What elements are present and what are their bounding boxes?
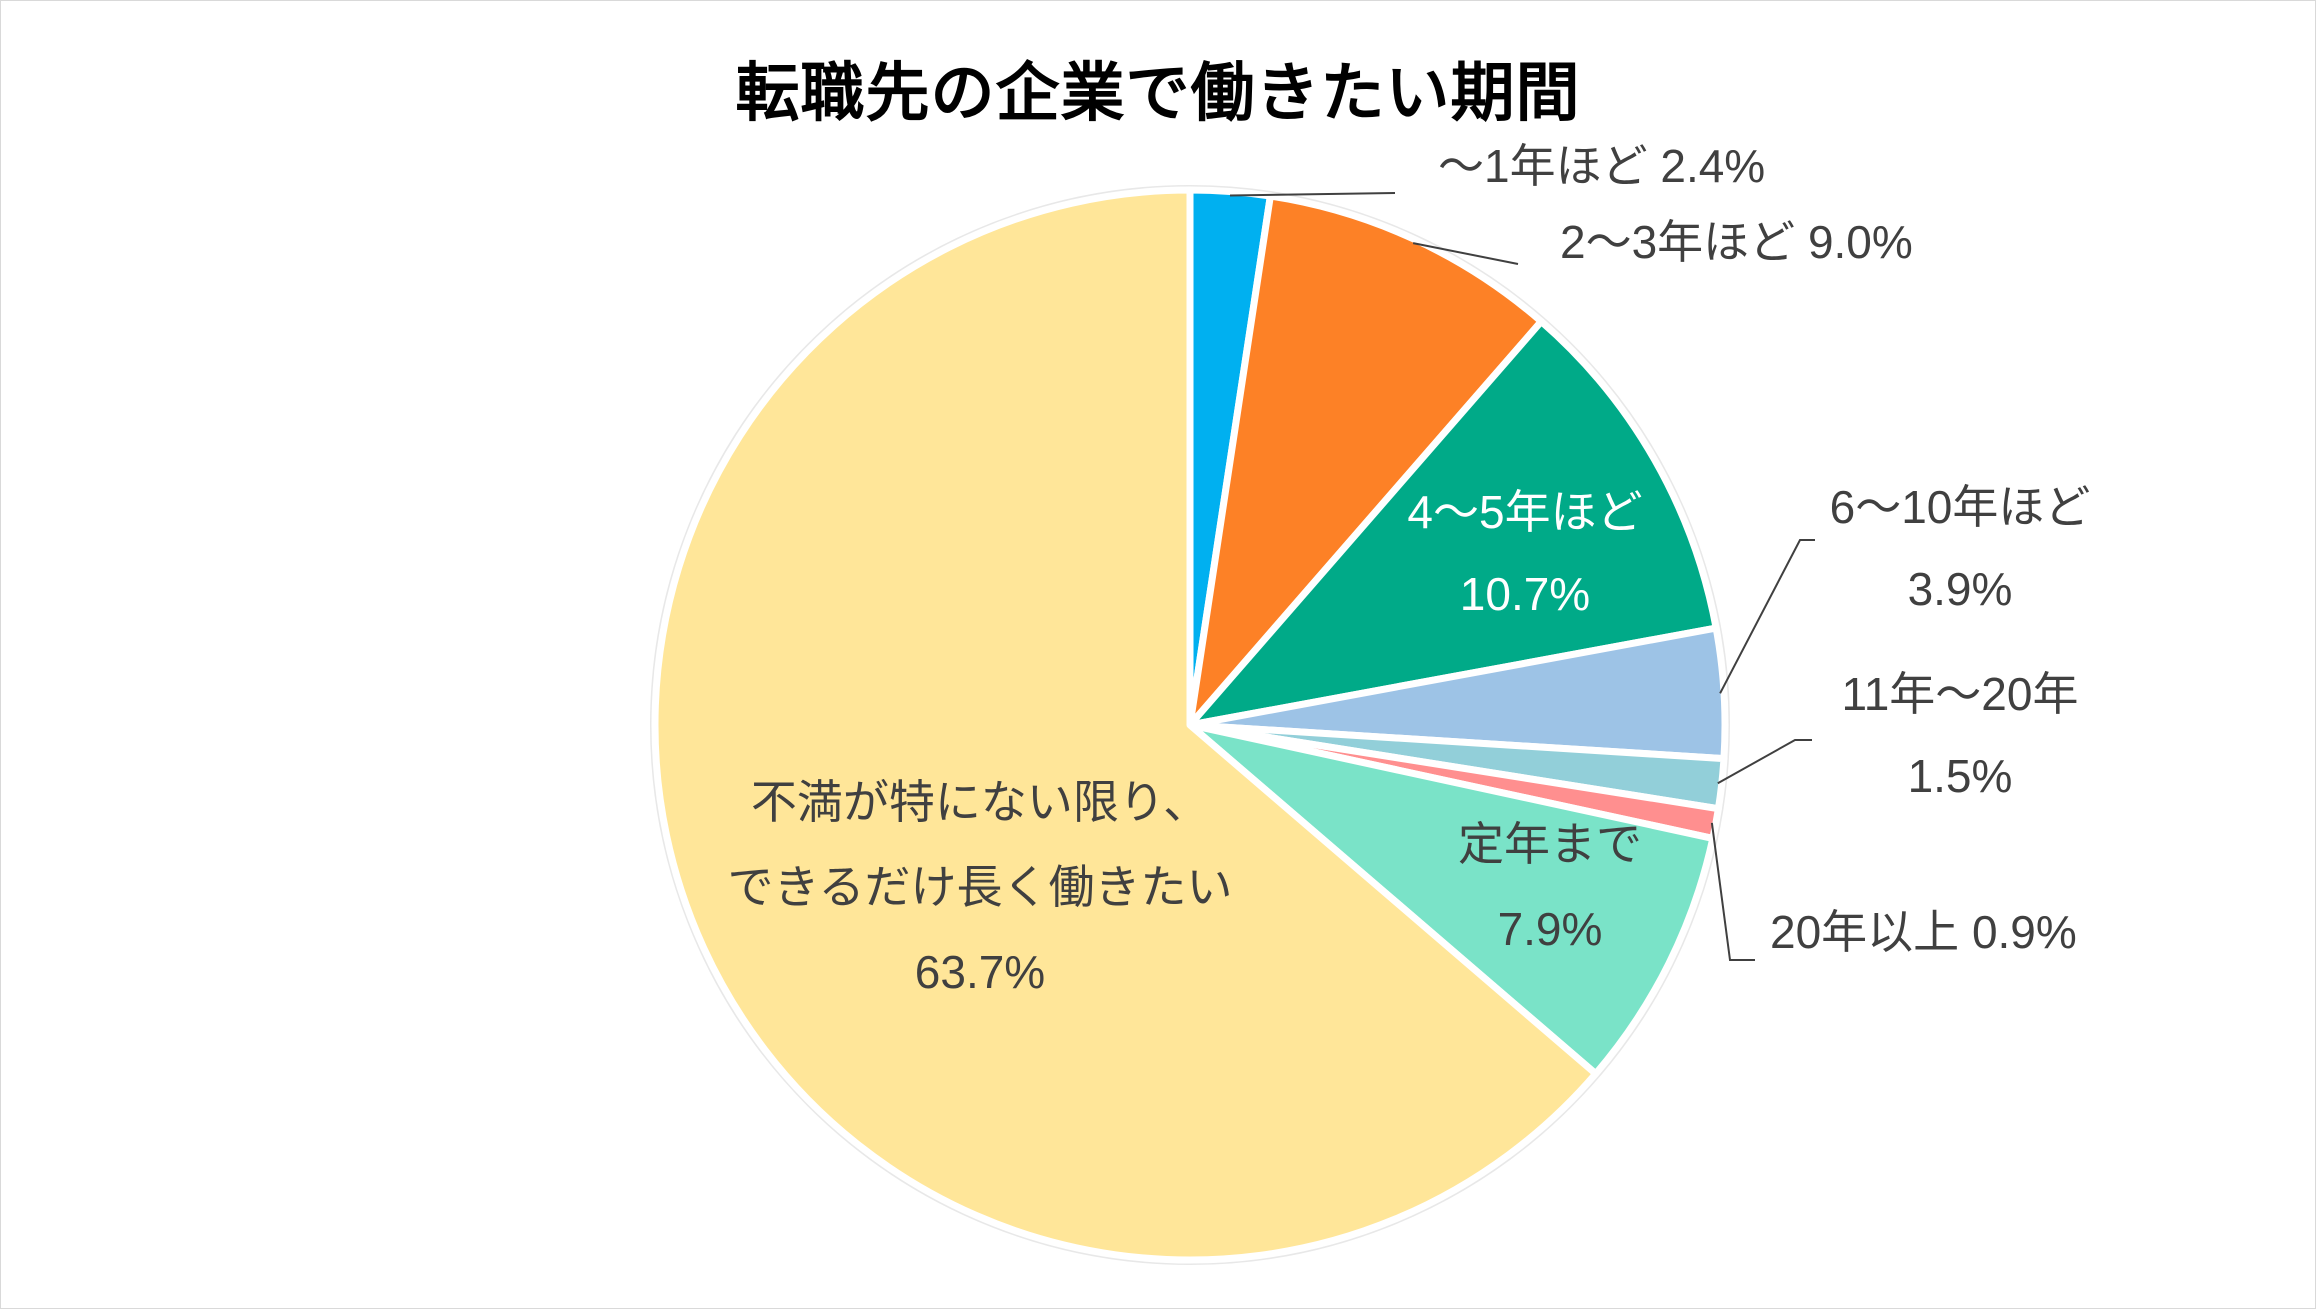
slice-label-line: 4～5年ほど xyxy=(1407,486,1642,538)
labels-layer: ～1年ほど 2.4% 2～3年ほど 9.0% 4～5年ほど 10.7% 6～10年ほど 3… xyxy=(727,140,2090,998)
pie-slice-1 xyxy=(1186,192,1545,729)
pie-slice-7 xyxy=(651,186,1600,1264)
slice-label-0: ～1年ほど 2.4% xyxy=(1438,140,1765,192)
slice-label-line: 10.7% xyxy=(1460,568,1590,620)
leader-lines-layer xyxy=(1229,192,1815,961)
pie-outline xyxy=(650,185,1730,1265)
slice-label-line: ～1年ほど 2.4% xyxy=(1438,140,1765,192)
leader-line-0 xyxy=(1229,192,1396,197)
slice-label-5: 20年以上 0.9% xyxy=(1770,906,2077,958)
slice-label-7: 不満が特にない限り、できるだけ長く働きたい 63.7% xyxy=(727,776,1232,998)
slice-label-line: 3.9% xyxy=(1908,563,2013,615)
slice-label-4: 11年～20年 1.5% xyxy=(1842,668,2079,802)
pie-slice-2 xyxy=(1186,317,1720,729)
slice-label-line: 63.7% xyxy=(915,946,1045,998)
slice-label-line: できるだけ長く働きたい xyxy=(727,861,1232,913)
slice-label-line: 7.9% xyxy=(1498,903,1603,955)
leader-line-5 xyxy=(1710,822,1755,961)
slice-label-line: 不満が特にない限り、 xyxy=(751,776,1209,828)
leader-line-4 xyxy=(1717,739,1812,785)
slice-label-3: 6～10年ほど 3.9% xyxy=(1830,481,2091,615)
chart-title: 転職先の企業で働きたい期間 xyxy=(735,57,1581,131)
leader-line-3 xyxy=(1719,539,1815,694)
slice-label-line: 定年まで xyxy=(1458,818,1642,870)
slice-label-line: 1.5% xyxy=(1908,750,2013,802)
pie-slice-6 xyxy=(1186,721,1717,1078)
slice-label-line: 20年以上 0.9% xyxy=(1770,906,2077,958)
slice-label-6: 定年まで 7.9% xyxy=(1458,818,1642,955)
slice-label-1: 2～3年ほど 9.0% xyxy=(1560,216,1913,268)
slices-layer xyxy=(650,185,1730,1265)
leader-line-1 xyxy=(1412,242,1519,265)
slice-label-line: 6～10年ほど xyxy=(1830,481,2091,533)
slice-label-2: 4～5年ほど 10.7% xyxy=(1407,486,1642,620)
slice-label-line: 11年～20年 xyxy=(1842,668,2079,720)
slice-label-line: 2～3年ほど 9.0% xyxy=(1560,216,1913,268)
